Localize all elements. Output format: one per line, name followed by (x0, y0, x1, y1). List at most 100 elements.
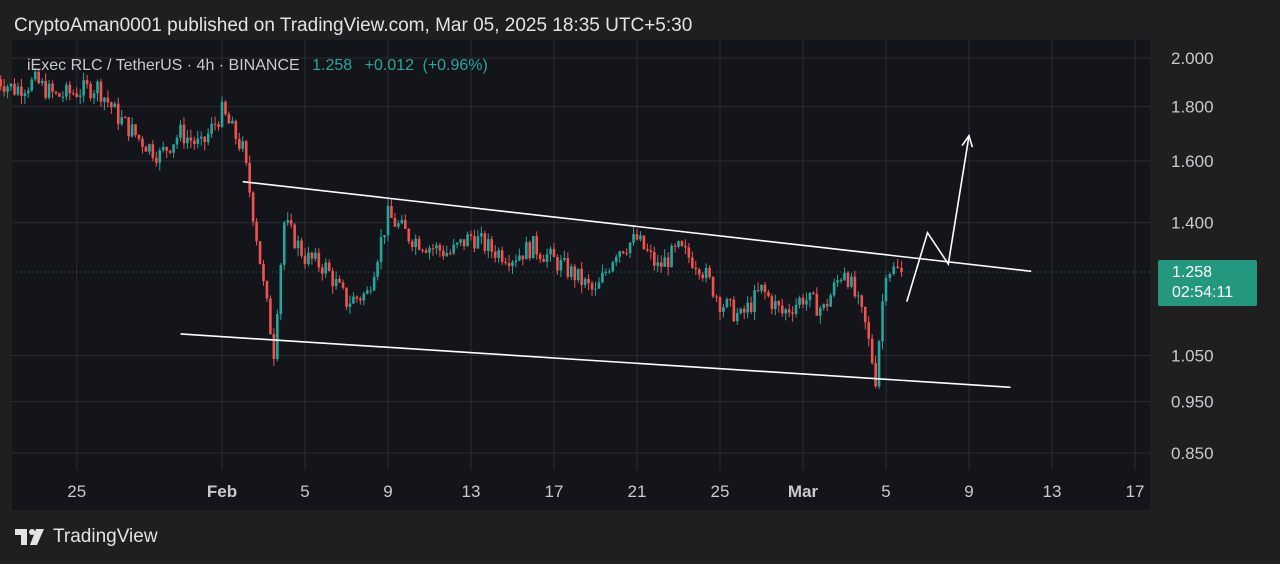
candle-body (780, 305, 784, 314)
candle-up (545, 248, 549, 268)
candle-body (30, 79, 34, 91)
candle-body (71, 93, 75, 95)
time-tick-label: 17 (1126, 482, 1145, 501)
candle-body (687, 247, 691, 258)
candle-body (310, 252, 314, 259)
candle-down (749, 296, 753, 315)
candle-down (255, 218, 258, 246)
candle-up (549, 246, 552, 262)
candle-body (13, 83, 16, 95)
candle-down (715, 294, 718, 303)
publish-header: CryptoAman0001 published on TradingView.… (14, 15, 693, 36)
candle-body (888, 273, 892, 278)
candle-body (777, 301, 781, 306)
candle-down (673, 243, 677, 253)
symbol-name[interactable]: iExec RLC / TetherUS · 4h · BINANCE (27, 57, 300, 74)
candle-up (47, 79, 51, 100)
candle-body (158, 150, 162, 163)
candle-body (794, 304, 798, 314)
candle-down (300, 237, 303, 259)
candle-up (628, 242, 632, 259)
candle-down (697, 267, 701, 280)
candle-body (760, 284, 763, 291)
candle-body (580, 268, 583, 286)
candle-up (286, 212, 290, 227)
candle-down (483, 230, 487, 255)
candle-down (870, 334, 874, 365)
candle-body (196, 138, 200, 144)
candle-down (431, 243, 435, 256)
candle-body (331, 270, 334, 287)
candle-down (860, 294, 864, 313)
candle-body (518, 255, 521, 261)
candle-down (189, 129, 193, 149)
candle-down (666, 252, 670, 276)
candle-down (573, 263, 577, 288)
candle-up (33, 68, 37, 82)
candle-up (486, 233, 490, 259)
candle-up (307, 246, 310, 267)
candle-down (812, 291, 815, 295)
candle-up (850, 273, 853, 289)
candle-down (587, 274, 590, 291)
candle-down (500, 246, 504, 266)
candle-body (241, 141, 245, 149)
candle-up (857, 291, 860, 305)
candle-down (37, 68, 41, 85)
candle-body (27, 90, 30, 94)
candle-body (573, 266, 577, 281)
candle-body (635, 234, 639, 240)
candle-down (123, 115, 127, 119)
candle-body (182, 124, 186, 144)
candle-up (65, 81, 68, 101)
candle-body (763, 284, 767, 293)
candle-down (469, 230, 473, 241)
candle-body (791, 312, 794, 314)
candle-body (383, 235, 386, 238)
candle-body (44, 80, 47, 98)
candle-up (414, 234, 417, 255)
time-tick-label: 25 (67, 482, 86, 501)
candle-down (708, 265, 711, 280)
candle-body (511, 262, 514, 267)
candle-up (877, 339, 881, 390)
candle-down (552, 242, 556, 258)
candle-up (836, 274, 839, 288)
candle-body (289, 220, 293, 225)
candle-down (99, 78, 103, 107)
candle-body (234, 120, 238, 139)
candle-down (473, 229, 476, 253)
candle-body (611, 262, 615, 272)
candle-down (556, 254, 559, 275)
candle-down (684, 239, 687, 255)
candle-body (293, 224, 296, 249)
candle-body (403, 220, 407, 229)
candle-up (618, 250, 622, 263)
candle-up (78, 89, 82, 105)
candle-body (300, 240, 303, 256)
candle-up (632, 226, 635, 247)
candle-body (78, 95, 82, 98)
candle-body (566, 258, 570, 277)
candle-up (704, 263, 708, 283)
candle-body (663, 257, 666, 267)
chart-frame[interactable]: 2.000 1.800 1.600 1.400 1.050 0.950 0.850 25 Fe… (0, 40, 1280, 510)
candle-body (805, 300, 808, 305)
symbol-legend[interactable]: iExec RLC / TetherUS · 4h · BINANCE 1.25… (27, 57, 488, 75)
price-chart[interactable]: 2.000 1.800 1.600 1.400 1.050 0.950 0.850 25 Fe… (0, 40, 1280, 510)
candle-down (137, 134, 141, 142)
candle-down (303, 248, 307, 270)
tradingview-footer[interactable]: TradingView (15, 526, 158, 548)
candle-body (89, 83, 92, 99)
candle-body (725, 299, 729, 308)
candle-down (71, 89, 75, 96)
candle-up (23, 89, 27, 105)
candle-body (255, 221, 258, 242)
candle-body (265, 281, 269, 299)
candle-body (680, 241, 684, 246)
candle-body (711, 276, 715, 297)
candle-body (296, 240, 300, 249)
candle-body (493, 251, 497, 258)
candle-down (417, 235, 421, 251)
candle-body (431, 248, 435, 250)
